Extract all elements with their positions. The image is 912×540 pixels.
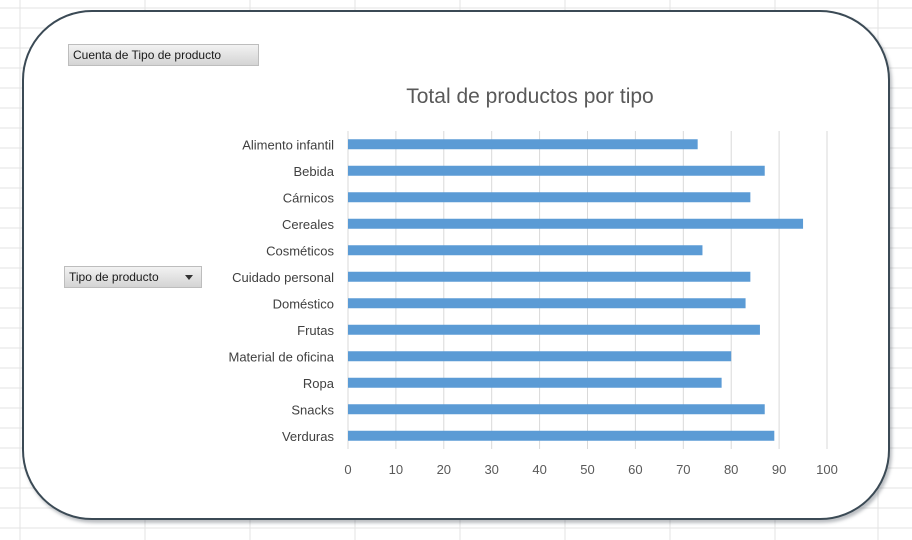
category-label: Doméstico: [273, 296, 334, 311]
bar[interactable]: [348, 298, 746, 309]
bar[interactable]: [348, 245, 703, 256]
category-label: Verduras: [282, 429, 335, 444]
category-label: Cosméticos: [266, 243, 334, 258]
bar[interactable]: [348, 351, 732, 362]
x-tick-label: 40: [532, 462, 546, 477]
x-tick-label: 20: [437, 462, 451, 477]
category-label: Material de oficina: [229, 349, 335, 364]
bar[interactable]: [348, 218, 804, 229]
chart-gridlines: [347, 131, 828, 449]
bar[interactable]: [348, 404, 765, 415]
x-tick-label: 100: [816, 462, 838, 477]
axis-field-label: Tipo de producto: [69, 270, 159, 284]
category-label: Cuidado personal: [232, 270, 334, 285]
x-tick-label: 50: [580, 462, 594, 477]
x-tick-label: 30: [484, 462, 498, 477]
category-axis: Alimento infantil Bebida Cárnicos Cereales C…: [229, 137, 335, 444]
value-axis: 0 10 20 30 40 50 60 70 80 90 100: [344, 462, 837, 477]
x-tick-label: 60: [628, 462, 642, 477]
value-field-button[interactable]: Cuenta de Tipo de producto: [68, 44, 259, 66]
category-label: Cárnicos: [283, 190, 335, 205]
axis-field-button[interactable]: Tipo de producto: [64, 266, 202, 288]
bar[interactable]: [348, 324, 760, 335]
x-tick-label: 90: [772, 462, 786, 477]
chart-title: Total de productos por tipo: [406, 85, 654, 108]
category-label: Snacks: [291, 402, 334, 417]
bar[interactable]: [348, 377, 722, 388]
category-label: Alimento infantil: [242, 137, 334, 152]
bar[interactable]: [348, 139, 698, 150]
category-label: Ropa: [303, 376, 335, 391]
category-label: Bebida: [294, 164, 335, 179]
x-tick-label: 0: [344, 462, 351, 477]
category-label: Cereales: [282, 217, 335, 232]
dropdown-arrow-icon[interactable]: [185, 275, 193, 280]
bar[interactable]: [348, 192, 751, 203]
x-tick-label: 10: [389, 462, 403, 477]
x-tick-label: 80: [724, 462, 738, 477]
chart-bars: [348, 139, 804, 441]
category-label: Frutas: [297, 323, 334, 338]
x-tick-label: 70: [676, 462, 690, 477]
bar[interactable]: [348, 430, 775, 441]
value-field-label: Cuenta de Tipo de producto: [73, 48, 222, 62]
bar[interactable]: [348, 271, 751, 282]
bar[interactable]: [348, 165, 765, 176]
